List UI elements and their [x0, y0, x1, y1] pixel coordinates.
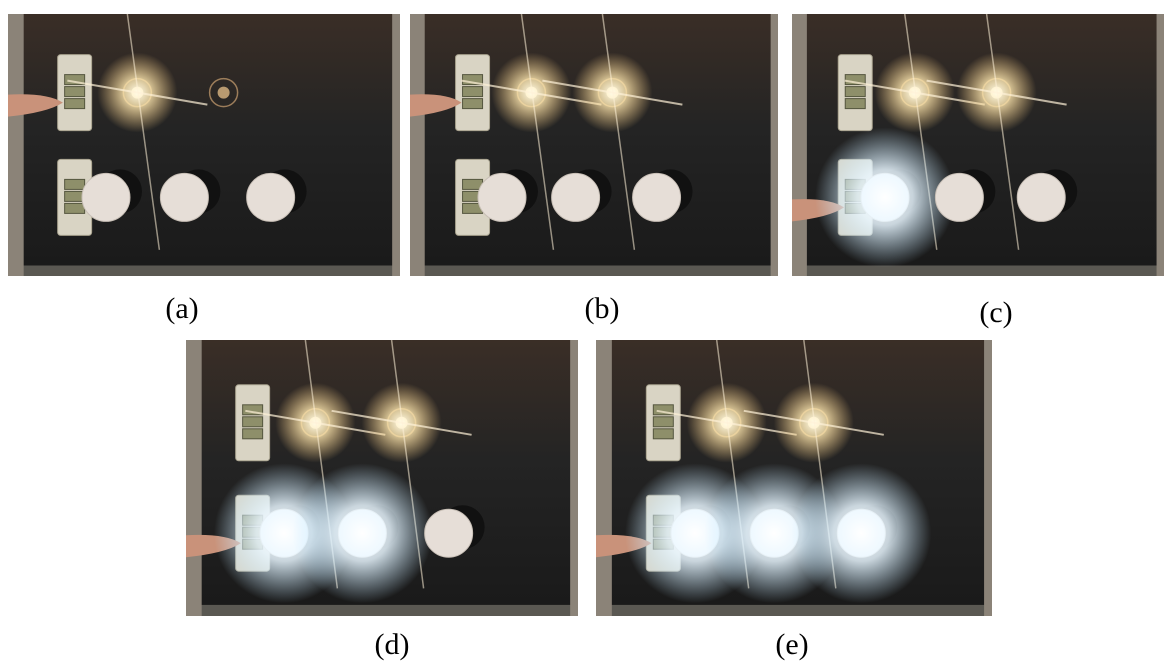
photo-b-drawing — [410, 14, 778, 276]
globe-glow — [815, 127, 955, 268]
globe-glow — [791, 463, 932, 604]
lamp-socket — [208, 77, 239, 108]
finger — [8, 94, 63, 117]
globe-bulb — [934, 172, 984, 222]
panel-label-c: (c) — [979, 296, 1013, 329]
switch-rocker — [64, 74, 86, 86]
board-edge — [23, 265, 393, 276]
globe-bulb — [159, 172, 209, 222]
globe-bulb — [1016, 172, 1066, 222]
switch-rocker — [242, 428, 264, 440]
photo-panel-d — [186, 340, 578, 616]
board-edge — [424, 265, 771, 276]
globe-glow — [292, 463, 433, 604]
board-edge — [806, 265, 1157, 276]
photo-panel-a — [8, 14, 400, 276]
board-edge — [201, 604, 571, 616]
switch-rocker — [462, 86, 484, 98]
switch-rocker — [652, 428, 674, 440]
panel-label-e: (e) — [775, 628, 809, 661]
switch-rocker — [64, 86, 86, 98]
top-caption-strip — [0, 0, 1170, 12]
globe-bulb — [477, 172, 527, 222]
glare-ray — [520, 14, 555, 250]
switch-rocker — [242, 416, 264, 428]
switch-rocker — [462, 74, 484, 86]
photo-panel-b — [410, 14, 778, 276]
globe-bulb — [81, 172, 131, 222]
switch-rocker — [844, 86, 866, 98]
switch-rocker — [652, 416, 674, 428]
panel-label-d: (d) — [374, 628, 410, 661]
switch-rocker — [844, 74, 866, 86]
switch-rocker — [64, 178, 86, 190]
small-bulb — [217, 86, 230, 99]
photo-a-drawing — [8, 14, 400, 276]
switch-rocker — [64, 202, 86, 214]
switch-rocker — [652, 404, 674, 416]
photo-panel-c — [792, 14, 1164, 276]
glare-ray — [126, 14, 161, 250]
globe-bulb — [551, 172, 601, 222]
globe-bulb — [424, 508, 474, 558]
board-edge — [611, 604, 985, 616]
finger — [410, 94, 462, 117]
globe-bulb — [632, 172, 682, 222]
panel-label-b: (b) — [584, 292, 620, 325]
switch-rocker — [64, 98, 86, 110]
switch-rocker — [242, 404, 264, 416]
globe-bulb — [246, 172, 296, 222]
panel-label-a: (a) — [165, 292, 199, 325]
photo-panel-e — [596, 340, 992, 616]
switch-rocker — [844, 98, 866, 110]
glare-ray — [601, 14, 636, 250]
switch-rocker — [462, 98, 484, 110]
photo-e-drawing — [596, 340, 992, 616]
glare-ray — [985, 14, 1020, 250]
photo-d-drawing — [186, 340, 578, 616]
photo-c-drawing — [792, 14, 1164, 276]
